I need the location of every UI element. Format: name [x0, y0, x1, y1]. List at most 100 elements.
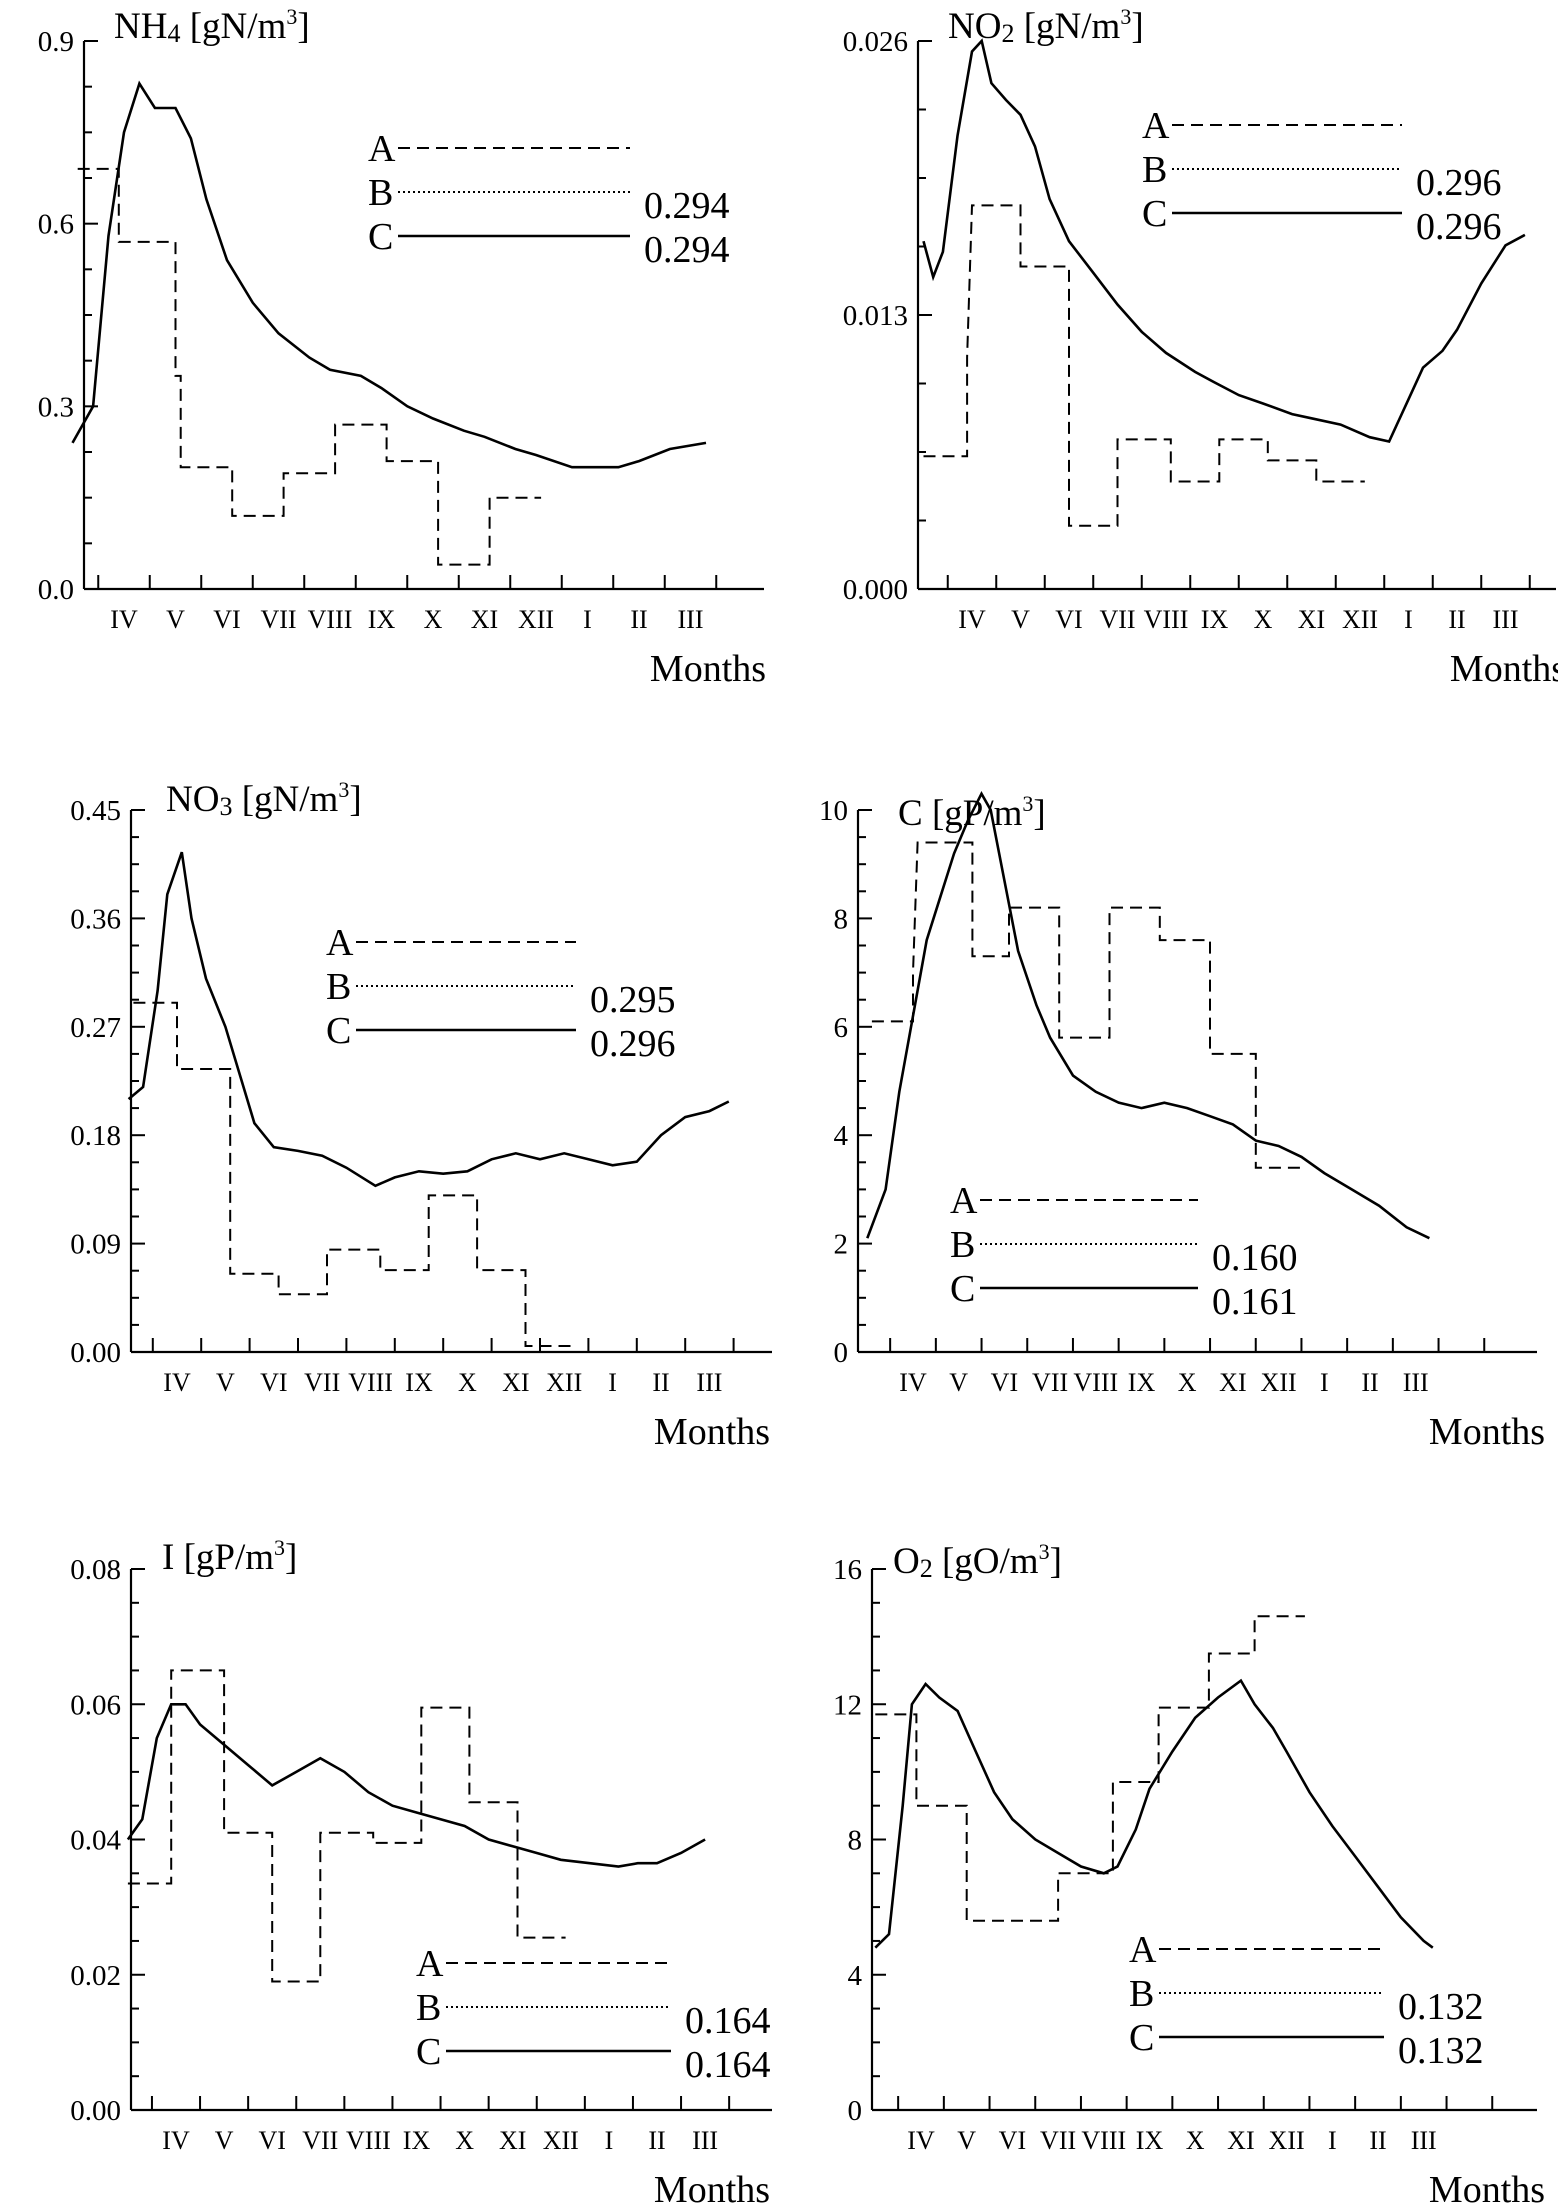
- chart-title: NO3 [gN/m3]: [166, 777, 362, 821]
- series-a-observed-line: [923, 204, 1365, 527]
- x-tick-label: VII: [260, 605, 296, 634]
- x-tick-label: III: [678, 605, 704, 634]
- y-tick-label: 8: [848, 1825, 863, 1857]
- x-tick-label: VIII: [1073, 1368, 1118, 1397]
- x-tick-label: XII: [546, 1368, 582, 1397]
- x-tick-label: II: [1448, 605, 1465, 634]
- legend-label: B: [1142, 149, 1167, 191]
- x-tick-label: IV: [162, 2126, 190, 2155]
- y-tick-label: 0.0: [38, 574, 74, 606]
- x-tick-label: VI: [999, 2126, 1026, 2155]
- x-tick-label: VI: [260, 1368, 287, 1397]
- x-tick-label: X: [1254, 605, 1273, 634]
- x-axis-label: Months: [1429, 1411, 1545, 1453]
- series-a-observed-line: [127, 1669, 566, 1983]
- legend: AB 0.132 C 0.132: [1129, 1929, 1484, 2072]
- chart-title: O2 [gO/m3]: [893, 1539, 1062, 1583]
- x-axis-label: Months: [654, 2169, 770, 2208]
- legend-label: B: [326, 966, 351, 1008]
- legend-label: A: [416, 1943, 444, 1985]
- x-axis-label: Months: [654, 1411, 770, 1453]
- x-tick-label: IX: [1201, 605, 1229, 634]
- legend-label: B: [950, 1224, 975, 1266]
- y-tick-label: 0.45: [70, 795, 121, 827]
- x-tick-label: I: [1328, 2126, 1337, 2155]
- series-c-model-line: [126, 1703, 706, 1868]
- legend: AB 0.296 C 0.296: [1142, 105, 1502, 248]
- x-tick-label: XII: [1342, 605, 1378, 634]
- legend-label: A: [1129, 1929, 1157, 1971]
- series-c-model-line: [922, 38, 1526, 443]
- legend-label: C: [1142, 193, 1167, 235]
- y-tick-label: 0.00: [70, 2095, 121, 2127]
- series-c-model-line: [866, 790, 1430, 1240]
- legend-label: B: [368, 172, 393, 214]
- x-tick-label: IX: [1136, 2126, 1164, 2155]
- legend-label: C: [950, 1268, 975, 1310]
- x-tick-label: IX: [403, 2126, 431, 2155]
- chart-title: NH4 [gN/m3]: [114, 4, 310, 48]
- x-tick-label: II: [630, 605, 647, 634]
- y-tick-label: 0.06: [70, 1689, 121, 1721]
- x-tick-label: V: [166, 605, 185, 634]
- y-tick-label: 12: [833, 1689, 862, 1721]
- x-tick-label: VI: [213, 605, 240, 634]
- x-tick-label: IV: [958, 605, 986, 634]
- x-tick-label: I: [608, 1368, 617, 1397]
- legend-label: B: [1129, 1973, 1154, 2015]
- x-tick-label: VIII: [348, 1368, 393, 1397]
- legend-value: 0.161: [1212, 1281, 1298, 1323]
- legend-label: A: [1142, 105, 1170, 147]
- y-tick-label: 0.9: [38, 26, 74, 58]
- chart-panel-1: 0.00.30.60.9IV V VI VII VIII IX X XI XII I II IIIMo…: [38, 4, 766, 690]
- series-c-model-line: [127, 851, 730, 1188]
- legend-value: 0.294: [644, 229, 730, 271]
- y-tick-label: 0.08: [70, 1554, 121, 1586]
- x-tick-label: VII: [1040, 2126, 1076, 2155]
- y-tick-label: 0.013: [843, 300, 908, 332]
- x-tick-label: X: [1178, 1368, 1197, 1397]
- x-tick-label: XII: [1261, 1368, 1297, 1397]
- chart-panel-5: 0.00 0.02 0.04 0.06 0.08 IV V VI VII VIII IX X XI XII…: [70, 1535, 772, 2208]
- x-tick-label: XI: [1219, 1368, 1246, 1397]
- x-tick-label: III: [1403, 1368, 1429, 1397]
- x-tick-label: VIII: [308, 605, 353, 634]
- y-tick-label: 0.36: [70, 903, 121, 935]
- x-tick-label: X: [1186, 2126, 1205, 2155]
- legend-value: 0.296: [1416, 206, 1502, 248]
- legend: AB 0.160 C 0.161: [950, 1180, 1298, 1323]
- x-tick-label: XII: [1269, 2126, 1305, 2155]
- x-tick-label: XI: [499, 2126, 526, 2155]
- x-tick-label: VII: [1099, 605, 1135, 634]
- x-tick-label: V: [216, 1368, 235, 1397]
- series-a-observed-line: [875, 1615, 1305, 1922]
- y-tick-label: 2: [834, 1229, 849, 1261]
- x-tick-label: IV: [163, 1368, 191, 1397]
- legend-label: C: [1129, 2017, 1154, 2059]
- x-tick-label: VI: [1055, 605, 1082, 634]
- x-tick-label: VII: [1032, 1368, 1068, 1397]
- x-tick-label: VIII: [1144, 605, 1189, 634]
- y-tick-label: 8: [834, 903, 849, 935]
- legend-label: C: [326, 1010, 351, 1052]
- series-c-model-line: [71, 80, 707, 469]
- series-c-model-line: [874, 1678, 1434, 1949]
- x-tick-label: II: [1369, 2126, 1386, 2155]
- chart-title: NO2 [gN/m3]: [948, 4, 1144, 48]
- x-tick-label: IX: [405, 1368, 433, 1397]
- legend-label: C: [368, 216, 393, 258]
- chart-title: I [gP/m3]: [162, 1535, 297, 1578]
- legend-value: 0.132: [1398, 2030, 1484, 2072]
- y-tick-label: 4: [848, 1960, 863, 1992]
- series-a-observed-line: [871, 841, 1306, 1169]
- x-tick-label: V: [215, 2126, 234, 2155]
- y-tick-label: 0: [848, 2095, 863, 2127]
- x-tick-label: X: [424, 605, 443, 634]
- x-tick-label: XII: [518, 605, 554, 634]
- x-tick-label: VIII: [346, 2126, 391, 2155]
- legend-value: 0.296: [590, 1023, 676, 1065]
- x-tick-label: V: [957, 2126, 976, 2155]
- x-tick-label: XII: [543, 2126, 579, 2155]
